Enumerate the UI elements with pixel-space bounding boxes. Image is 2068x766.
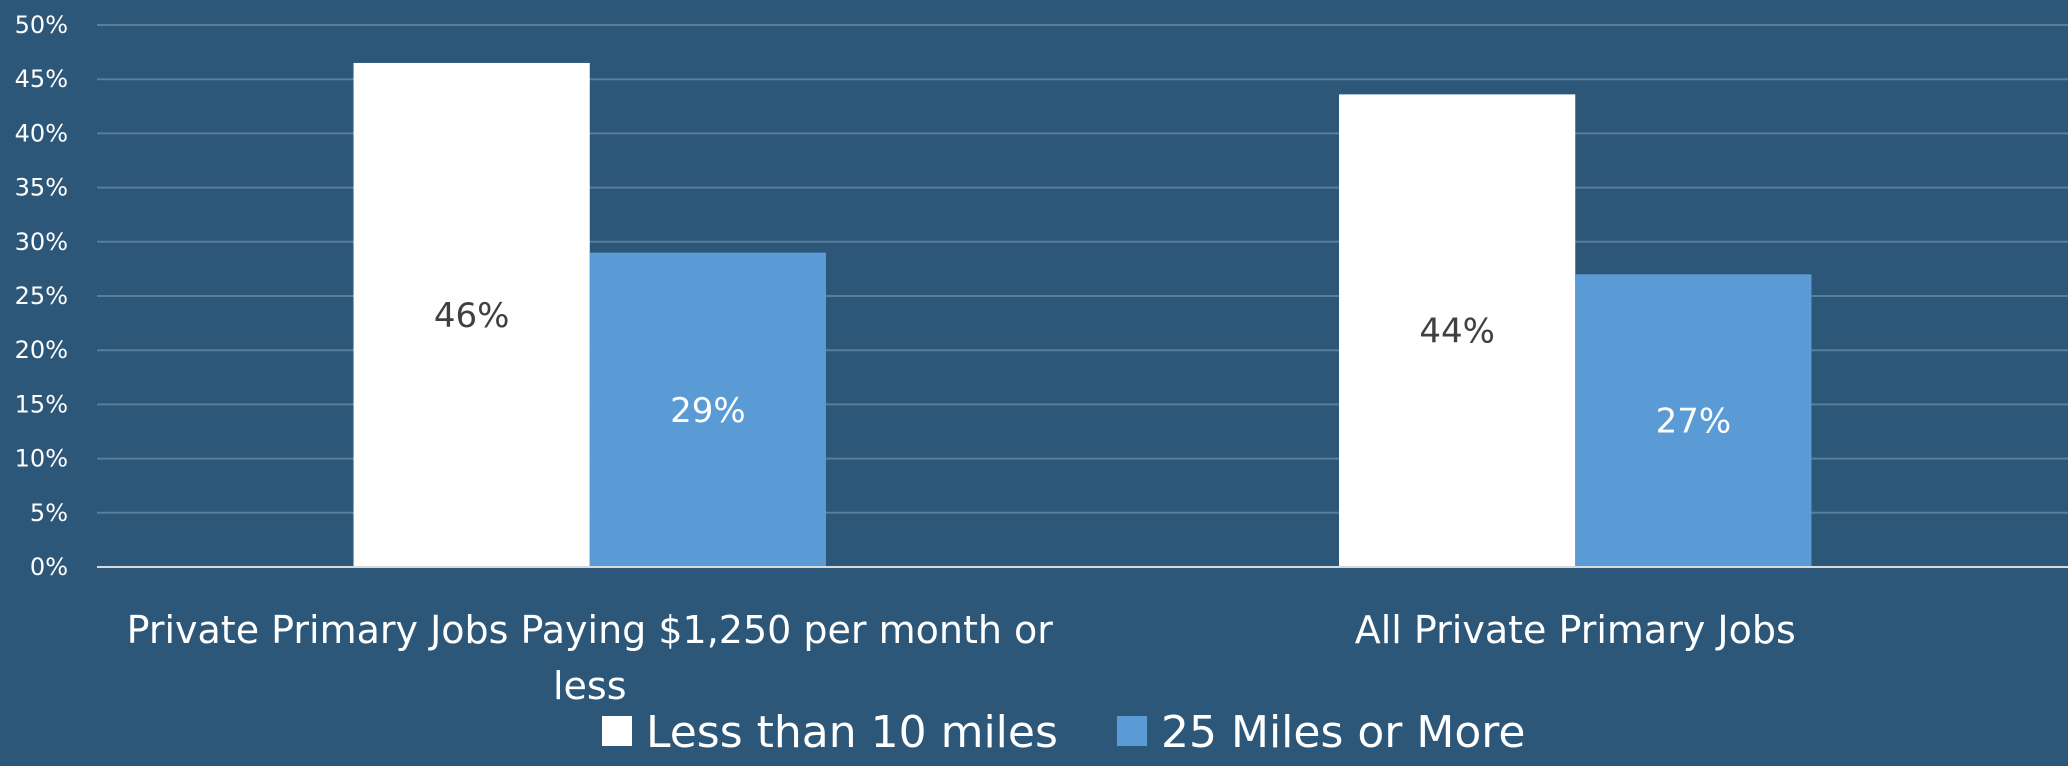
y-axis-tick-labels: 0% 5% 10% 15% 20% 25% 30% 35% 40% 45% 50% xyxy=(15,11,68,581)
y-tick-label: 30% xyxy=(15,228,68,256)
legend-label: 25 Miles or More xyxy=(1161,707,1525,758)
category-label: less xyxy=(553,664,627,708)
bars xyxy=(353,62,1812,567)
legend: Less than 10 miles 25 Miles or More xyxy=(602,707,1525,758)
y-tick-label: 25% xyxy=(15,282,68,310)
y-tick-label: 45% xyxy=(15,65,68,93)
category-label: Private Primary Jobs Paying $1,250 per m… xyxy=(127,608,1054,652)
bar xyxy=(1575,274,1812,567)
data-labels: 46% 29% 44% 27% xyxy=(434,296,1731,442)
bar xyxy=(1339,94,1576,567)
data-label: 46% xyxy=(434,296,510,336)
data-label: 27% xyxy=(1656,402,1732,442)
category-label: All Private Primary Jobs xyxy=(1355,608,1796,652)
y-tick-label: 10% xyxy=(15,445,68,473)
data-label: 29% xyxy=(670,391,746,431)
y-tick-label: 5% xyxy=(30,499,68,527)
bar xyxy=(353,62,590,567)
y-tick-label: 0% xyxy=(30,553,68,581)
legend-swatch xyxy=(602,716,632,746)
y-tick-label: 20% xyxy=(15,336,68,364)
y-tick-label: 50% xyxy=(15,11,68,39)
y-tick-label: 15% xyxy=(15,390,68,418)
legend-label: Less than 10 miles xyxy=(646,707,1058,758)
legend-swatch xyxy=(1117,716,1147,746)
data-label: 44% xyxy=(1419,312,1495,352)
bar xyxy=(589,252,826,567)
category-labels: Private Primary Jobs Paying $1,250 per m… xyxy=(127,608,1796,708)
y-tick-label: 35% xyxy=(15,174,68,202)
y-tick-label: 40% xyxy=(15,119,68,147)
